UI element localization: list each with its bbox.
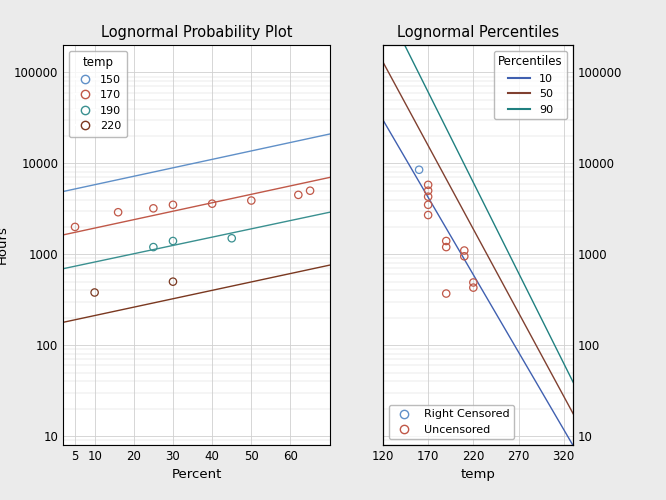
Point	[441, 290, 452, 298]
Point	[89, 288, 100, 296]
Point	[414, 166, 424, 174]
Title: Lognormal Probability Plot: Lognormal Probability Plot	[101, 24, 292, 40]
Point	[113, 208, 123, 216]
Point	[305, 186, 316, 194]
Point	[423, 201, 434, 209]
Legend: 150, 170, 190, 220: 150, 170, 190, 220	[69, 50, 127, 137]
X-axis label: temp: temp	[460, 468, 496, 481]
Point	[293, 191, 304, 199]
Point	[423, 186, 434, 194]
Legend: Right Censored, Uncensored: Right Censored, Uncensored	[388, 405, 514, 440]
Point	[423, 192, 434, 200]
Point	[423, 211, 434, 219]
Point	[70, 223, 81, 231]
Point	[246, 196, 256, 204]
Point	[459, 252, 470, 260]
X-axis label: Percent: Percent	[171, 468, 222, 481]
Point	[207, 200, 218, 207]
Point	[468, 278, 479, 286]
Title: Lognormal Percentiles: Lognormal Percentiles	[397, 24, 559, 40]
Point	[441, 237, 452, 245]
Point	[168, 278, 178, 285]
Point	[148, 204, 159, 212]
Point	[226, 234, 237, 242]
Point	[441, 243, 452, 251]
Point	[423, 181, 434, 189]
Point	[468, 284, 479, 292]
Point	[148, 243, 159, 251]
Point	[168, 237, 178, 245]
Point	[168, 201, 178, 209]
Y-axis label: Hours: Hours	[0, 226, 9, 264]
Point	[459, 246, 470, 254]
